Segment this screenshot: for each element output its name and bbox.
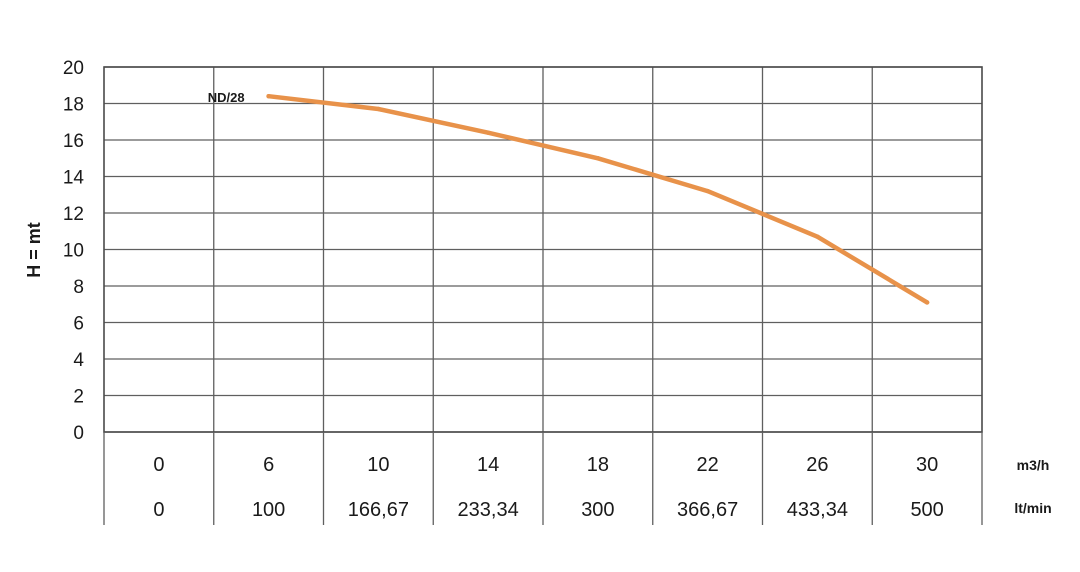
data-point [266, 94, 271, 99]
unit-label-m3h: m3/h [1017, 457, 1050, 473]
y-tick-label: 12 [63, 204, 84, 225]
y-tick-label: 10 [63, 241, 84, 262]
series-layer: ND/28 [208, 90, 930, 305]
y-tick-label: 8 [73, 277, 84, 298]
x-cell-m3h: 6 [263, 454, 274, 476]
x-cell-m3h: 0 [153, 454, 164, 476]
x-cell-ltmin: 433,34 [787, 499, 848, 521]
y-axis-label: H = mt [24, 222, 44, 278]
series-line [266, 93, 930, 305]
data-point [705, 188, 710, 194]
x-cell-m3h: 10 [367, 454, 389, 476]
x-cell-m3h: 26 [806, 454, 828, 476]
data-point [595, 156, 601, 161]
y-tick-label: 18 [63, 95, 84, 116]
grid [103, 66, 983, 433]
x-cell-ltmin: 0 [153, 499, 164, 521]
x-cell-m3h: 14 [477, 454, 499, 476]
x-cell-ltmin: 233,34 [458, 499, 519, 521]
x-cell-m3h: 30 [916, 454, 938, 476]
x-cell-ltmin: 300 [581, 499, 614, 521]
series-label: ND/28 [208, 90, 245, 105]
y-tick-labels: 0 2 4 6 8 10 12 14 16 18 20 [63, 58, 85, 444]
x-cell-ltmin: 366,67 [677, 499, 738, 521]
y-tick-label: 4 [73, 350, 84, 371]
y-tick-label: 20 [63, 58, 84, 79]
x-cell-ltmin: 100 [252, 499, 285, 521]
y-tick-label: 14 [63, 168, 85, 189]
data-point [815, 234, 820, 239]
data-point [485, 130, 491, 135]
x-cell-ltmin: 166,67 [348, 499, 409, 521]
unit-label-ltmin: lt/min [1014, 500, 1051, 516]
data-point [376, 106, 381, 112]
flow-table: 0 6 10 14 18 22 26 300 100 166,67 233,34 300 366,67 4… [103, 432, 983, 525]
x-cell-ltmin: 500 [910, 499, 943, 521]
x-cell-m3h: 22 [697, 454, 719, 476]
y-tick-label: 2 [73, 387, 84, 408]
y-tick-label: 16 [63, 131, 84, 152]
y-tick-label: 6 [73, 314, 84, 335]
x-cell-m3h: 18 [587, 454, 609, 476]
data-point [924, 300, 930, 305]
y-tick-label: 0 [73, 423, 84, 444]
